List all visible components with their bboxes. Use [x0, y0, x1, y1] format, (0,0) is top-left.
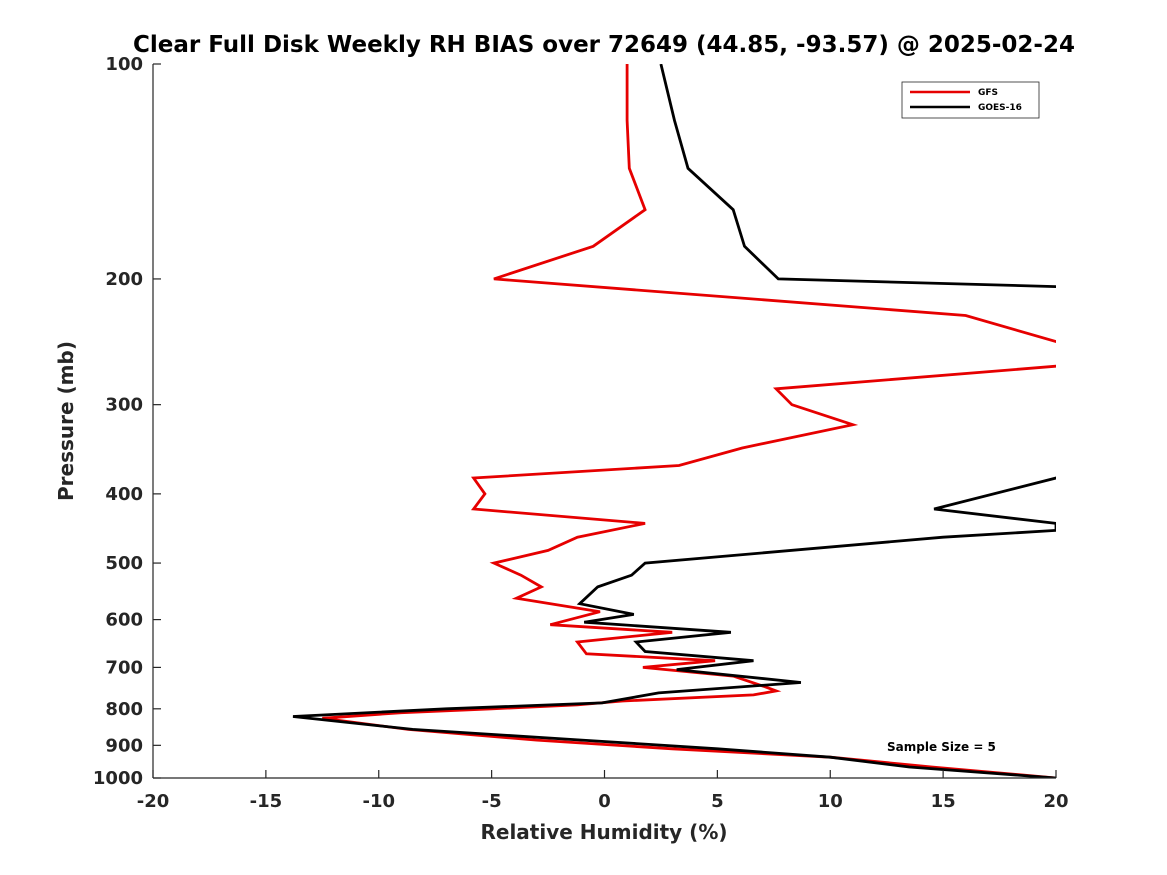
x-tick-label: -20 [137, 791, 170, 812]
y-tick-label: 600 [105, 610, 143, 631]
series-layer [292, 64, 1056, 778]
y-tick-label: 100 [105, 54, 143, 75]
x-tick-label: 15 [931, 791, 956, 812]
y-tick-label: 500 [105, 553, 143, 574]
x-tick-label: 10 [818, 791, 843, 812]
legend: GFS GOES-16 [901, 81, 1040, 119]
y-tick-label: 700 [105, 657, 143, 678]
sample-size-annotation: Sample Size = 5 [887, 740, 996, 754]
y-tick-label: 900 [105, 735, 143, 756]
y-tick-label: 200 [105, 269, 143, 290]
chart-title: Clear Full Disk Weekly RH BIAS over 7264… [133, 32, 1075, 58]
x-tick-label: 0 [598, 791, 611, 812]
series-line-goes-16 [292, 64, 1056, 778]
series-line-gfs [322, 64, 1056, 778]
x-ticks: -20 -15 -10 -5 0 5 10 15 20 [137, 770, 1069, 812]
x-tick-label: 20 [1043, 791, 1068, 812]
x-tick-label: -15 [250, 791, 283, 812]
legend-box [901, 81, 1040, 119]
plot-area [153, 64, 1056, 778]
x-tick-label: 5 [711, 791, 724, 812]
y-tick-label: 1000 [93, 768, 143, 789]
y-tick-label: 300 [105, 395, 143, 416]
legend-label-gfs: GFS [978, 88, 998, 98]
x-axis-label: Relative Humidity (%) [480, 820, 727, 844]
y-ticks: 100 200 300 400 500 600 700 800 900 1000 [93, 54, 161, 789]
y-tick-label: 800 [105, 699, 143, 720]
x-tick-label: -10 [362, 791, 395, 812]
x-tick-label: -5 [482, 791, 502, 812]
legend-label-goes-16: GOES-16 [978, 103, 1022, 113]
y-axis-label: Pressure (mb) [54, 341, 78, 501]
y-tick-label: 400 [105, 484, 143, 505]
